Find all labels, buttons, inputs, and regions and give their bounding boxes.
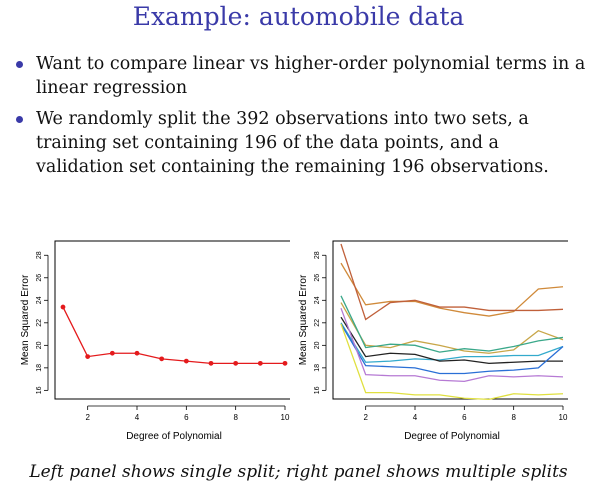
y-tick-label: 20 xyxy=(314,341,321,349)
data-point xyxy=(282,360,288,366)
series-line-6 xyxy=(340,316,563,365)
series-line-7 xyxy=(340,323,564,375)
y-tick-label: 18 xyxy=(314,364,321,372)
bullet-dot-icon xyxy=(16,116,23,123)
data-point xyxy=(60,304,66,310)
data-point xyxy=(257,360,263,366)
data-point xyxy=(109,350,115,356)
plot-frame xyxy=(332,240,568,400)
y-tick-label: 22 xyxy=(314,319,321,327)
y-tick-label: 24 xyxy=(314,296,321,304)
series-line-5 xyxy=(340,322,564,363)
series-line-1 xyxy=(340,262,564,317)
slide-title: Example: automobile data xyxy=(132,2,465,31)
bullet-dot-icon xyxy=(16,61,23,68)
series-line-8 xyxy=(340,307,564,383)
data-point xyxy=(134,350,140,356)
y-tick-label: 24 xyxy=(36,296,43,304)
x-tick-label: 8 xyxy=(511,413,516,422)
series-line-1 xyxy=(62,306,285,364)
y-tick-label: 22 xyxy=(36,319,43,327)
bullet-text: Want to compare linear vs higher-order p… xyxy=(36,54,586,98)
y-axis-label: Mean Squared Error xyxy=(298,274,309,365)
bullet-list: Want to compare linear vs higher-order p… xyxy=(14,52,589,186)
x-tick-label: 6 xyxy=(184,413,189,422)
data-point xyxy=(208,360,214,366)
series-line-4 xyxy=(340,295,564,353)
series-line-9 xyxy=(340,323,564,401)
x-tick-label: 10 xyxy=(559,413,568,422)
slide-caption: Left panel shows single split; right pan… xyxy=(29,462,568,482)
data-point xyxy=(85,354,91,359)
y-axis-label: Mean Squared Error xyxy=(20,274,31,365)
y-tick-label: 28 xyxy=(36,251,43,259)
x-axis-label: Degree of Polynomial xyxy=(126,431,222,442)
x-tick-label: 4 xyxy=(135,413,140,422)
y-tick-label: 16 xyxy=(314,386,321,394)
x-tick-label: 8 xyxy=(233,413,238,422)
data-point xyxy=(233,360,239,366)
plot-frame xyxy=(54,240,290,400)
y-tick-label: 26 xyxy=(36,274,43,282)
x-tick-label: 2 xyxy=(85,413,90,422)
bullet-text: We randomly split the 392 observations i… xyxy=(36,109,549,177)
y-tick-label: 20 xyxy=(36,341,43,349)
y-tick-label: 16 xyxy=(36,386,43,394)
series-line-2 xyxy=(340,243,564,321)
x-tick-label: 4 xyxy=(413,413,418,422)
x-tick-label: 10 xyxy=(281,413,290,422)
y-tick-label: 28 xyxy=(314,251,321,259)
bullet-item: Want to compare linear vs higher-order p… xyxy=(14,52,589,100)
x-tick-label: 6 xyxy=(462,413,467,422)
x-axis-label: Degree of Polynomial xyxy=(404,431,500,442)
y-tick-label: 26 xyxy=(314,274,321,282)
data-point xyxy=(159,356,165,362)
bullet-item: We randomly split the 392 observations i… xyxy=(14,107,589,179)
x-tick-label: 2 xyxy=(363,413,368,422)
data-point xyxy=(183,358,189,364)
y-tick-label: 18 xyxy=(36,364,43,372)
